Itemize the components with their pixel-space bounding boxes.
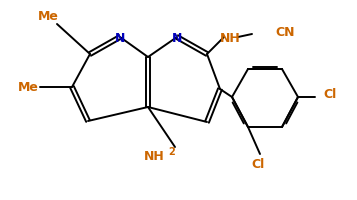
Text: Me: Me <box>37 10 59 23</box>
Text: NH: NH <box>220 31 240 44</box>
Text: NH: NH <box>144 150 165 163</box>
Text: N: N <box>115 31 125 44</box>
Text: CN: CN <box>275 25 295 38</box>
Text: 2: 2 <box>168 146 175 156</box>
Text: Me: Me <box>17 81 39 94</box>
Text: Cl: Cl <box>251 158 265 171</box>
Text: Cl: Cl <box>323 88 337 101</box>
Text: N: N <box>172 31 182 44</box>
